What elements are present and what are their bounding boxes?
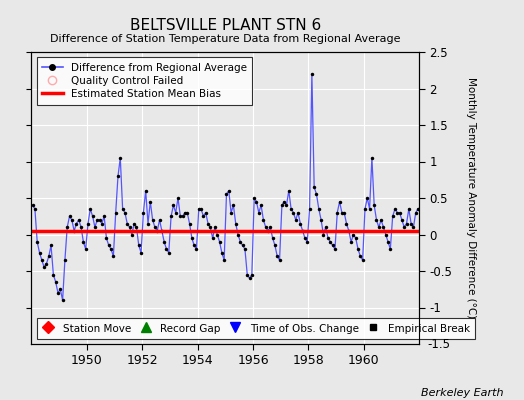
Text: Difference of Station Temperature Data from Regional Average: Difference of Station Temperature Data f… [50,34,400,44]
Text: Berkeley Earth: Berkeley Earth [421,388,503,398]
Y-axis label: Monthly Temperature Anomaly Difference (°C): Monthly Temperature Anomaly Difference (… [466,77,476,319]
Text: -1.5: -1.5 [428,338,451,350]
Text: BELTSVILLE PLANT STN 6: BELTSVILLE PLANT STN 6 [130,18,321,33]
Legend: Station Move, Record Gap, Time of Obs. Change, Empirical Break: Station Move, Record Gap, Time of Obs. C… [37,318,475,339]
